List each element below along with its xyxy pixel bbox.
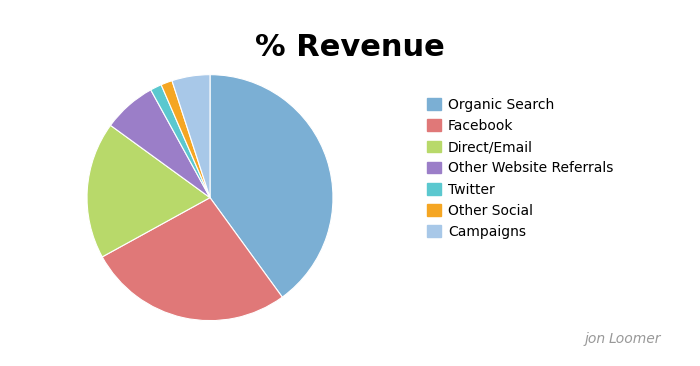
Legend: Organic Search, Facebook, Direct/Email, Other Website Referrals, Twitter, Other : Organic Search, Facebook, Direct/Email, … [427, 98, 613, 239]
Wedge shape [210, 75, 333, 297]
Wedge shape [150, 85, 210, 198]
Text: jon: jon [584, 332, 606, 346]
Text: Loomer: Loomer [609, 332, 662, 346]
Wedge shape [111, 90, 210, 198]
Wedge shape [172, 75, 210, 198]
Wedge shape [102, 198, 282, 321]
Text: % Revenue: % Revenue [255, 33, 445, 62]
Wedge shape [161, 81, 210, 198]
Wedge shape [87, 126, 210, 257]
